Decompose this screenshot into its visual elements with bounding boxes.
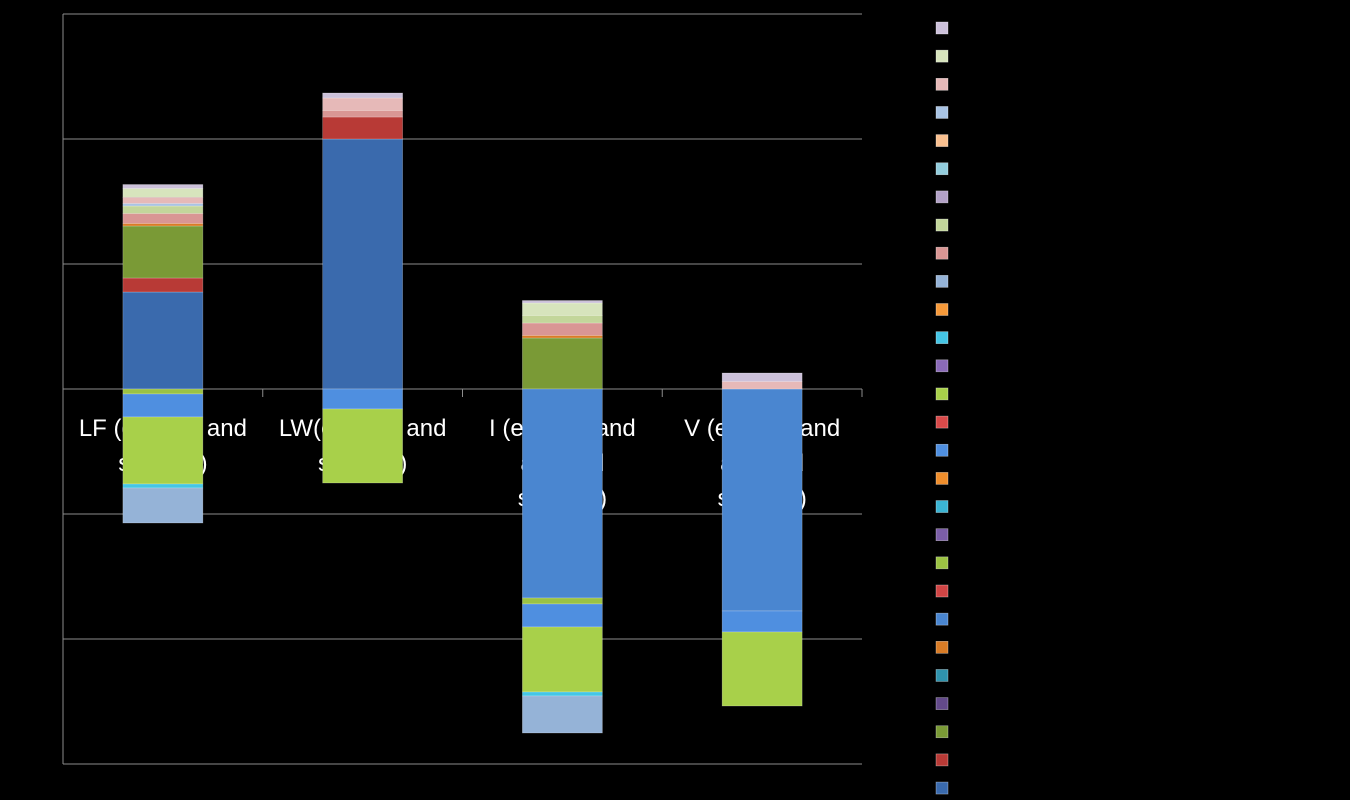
bar-segment [522,300,603,304]
bar-segment [522,388,603,599]
bar-segment [122,483,204,489]
bar-segment [322,138,403,390]
bar-segment [122,393,204,418]
legend-swatch [935,106,949,119]
bar-segment [721,610,803,633]
bar-segment [522,302,603,316]
legend-swatch [935,443,949,457]
bar-segment [522,695,603,734]
bar-segment [522,337,603,390]
legend-swatch [935,303,949,316]
bar-segment [122,184,204,189]
legend-swatch [935,78,949,91]
bar-segment [322,408,403,484]
legend-swatch [935,472,949,485]
bar-segment [122,205,204,214]
legend-swatch [935,753,949,767]
bar-segment [522,691,603,697]
bar-segment [322,110,403,118]
bar-segment [122,277,204,293]
bar-segment [122,416,204,485]
bar-segment [322,388,403,410]
legend-swatch [935,500,949,513]
bar-segment [322,92,403,99]
legend-swatch [935,415,949,429]
legend-swatch [935,584,949,598]
bar-segment [122,388,204,395]
legend-swatch [935,331,949,344]
bar-segment [522,597,603,605]
legend-swatch [935,697,949,710]
legend-swatch [935,556,949,570]
bar-segment [322,116,403,140]
legend-swatch [935,162,949,176]
legend-swatch [935,528,949,542]
bar-segment [721,388,803,612]
legend-swatch [935,612,949,626]
bar-segment [721,381,803,390]
legend-swatch [935,49,949,63]
bar-segment [322,97,403,111]
bar-segment [122,203,204,207]
bar-segment [522,626,603,693]
legend-swatch [935,275,949,288]
bar-segment [122,487,204,524]
bar-segment [122,196,204,204]
bar-segment [122,291,204,390]
bar-segment [522,603,603,628]
legend-swatch [935,246,949,260]
legend-swatch [935,387,949,401]
legend-swatch [935,21,949,35]
bar-segment [122,188,204,198]
bar-segment [721,631,803,707]
bar-segment [522,322,603,336]
bar-segment [122,223,204,227]
bar-segment [122,213,204,224]
bar-segment [122,225,204,279]
legend-swatch [935,640,949,654]
legend-swatch [935,725,949,739]
bar-segment [522,315,603,324]
legend-swatch [935,190,949,204]
legend-swatch [935,134,949,147]
legend-swatch [935,669,949,682]
legend-swatch [935,218,949,232]
legend-swatch [935,781,949,795]
bar-segment [721,372,803,382]
legend-swatch [935,359,949,373]
bar-segment [522,335,603,339]
